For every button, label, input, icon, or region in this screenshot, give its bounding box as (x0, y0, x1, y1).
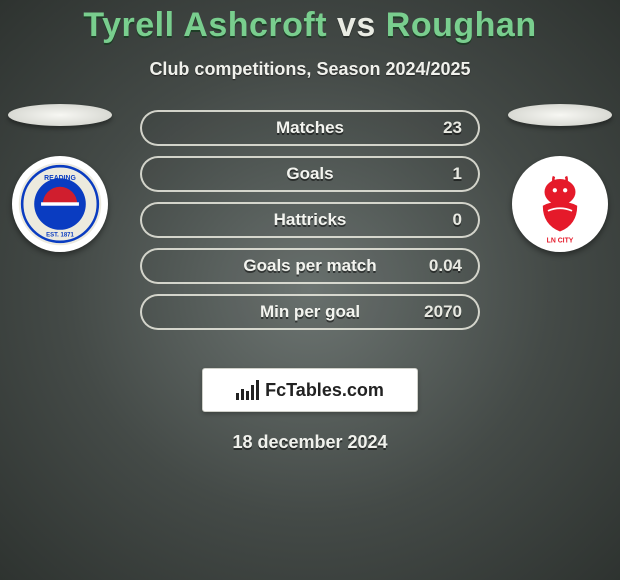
left-side: READING EST. 1871 (0, 104, 120, 252)
stats-list: Matches 23 Goals 1 Hattricks 0 Goals per… (140, 110, 480, 340)
svg-text:LN CITY: LN CITY (547, 238, 574, 245)
stat-label: Goals (142, 164, 478, 184)
player2-name: Roughan (386, 6, 537, 44)
stat-row: Matches 23 (140, 110, 480, 146)
club-badge-right: LN CITY (512, 156, 608, 252)
reading-badge-icon: READING EST. 1871 (17, 161, 103, 247)
comparison-card: Tyrell Ashcroft vs Roughan Club competit… (0, 0, 620, 580)
player1-disc (8, 104, 112, 126)
stat-row: Goals per match 0.04 (140, 248, 480, 284)
stat-label: Goals per match (142, 256, 478, 276)
club-badge-left: READING EST. 1871 (12, 156, 108, 252)
vs-text: vs (337, 6, 376, 44)
stat-row: Min per goal 2070 (140, 294, 480, 330)
stat-row: Hattricks 0 (140, 202, 480, 238)
body-row: READING EST. 1871 LN CITY (0, 110, 620, 350)
svg-text:READING: READING (44, 175, 76, 182)
right-side: LN CITY (500, 104, 620, 252)
lincoln-badge-icon: LN CITY (517, 161, 603, 247)
stat-value: 2070 (424, 302, 462, 322)
stat-value: 0 (453, 210, 462, 230)
svg-text:EST. 1871: EST. 1871 (46, 233, 74, 239)
stat-row: Goals 1 (140, 156, 480, 192)
stat-value: 23 (443, 118, 462, 138)
stat-value: 0.04 (429, 256, 462, 276)
player2-disc (508, 104, 612, 126)
stat-label: Matches (142, 118, 478, 138)
subtitle: Club competitions, Season 2024/2025 (0, 59, 620, 80)
bar-chart-icon (236, 380, 259, 400)
stat-label: Hattricks (142, 210, 478, 230)
title: Tyrell Ashcroft vs Roughan (0, 0, 620, 45)
brand-box[interactable]: FcTables.com (202, 368, 418, 412)
brand-text: FcTables.com (265, 380, 384, 401)
player1-name: Tyrell Ashcroft (83, 6, 327, 44)
date-text: 18 december 2024 (0, 432, 620, 453)
stat-value: 1 (453, 164, 462, 184)
